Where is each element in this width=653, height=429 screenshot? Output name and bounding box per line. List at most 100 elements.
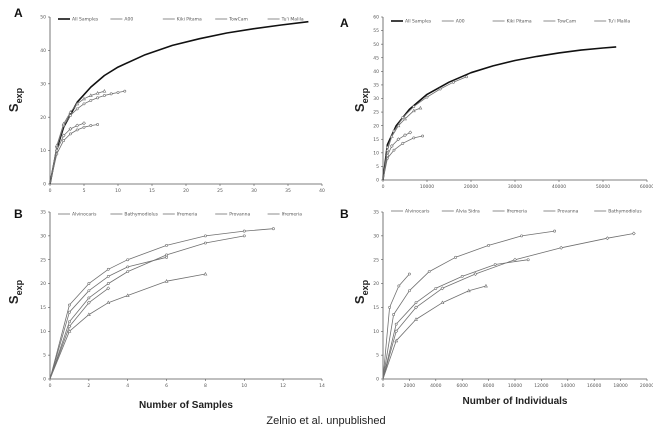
data-point [454, 255, 458, 259]
x-tick-label: 0 [382, 383, 385, 389]
x-tick-label: 16000 [587, 383, 601, 389]
legend-label: Alvinocaris [405, 209, 430, 215]
data-point [82, 121, 86, 126]
x-tick-label: 6 [165, 383, 168, 389]
y-axis-label-sub: exp [14, 87, 24, 103]
legend-label: Kiki Pitama [177, 17, 202, 23]
data-point [427, 270, 431, 274]
data-point [95, 91, 100, 95]
data-point [438, 87, 442, 91]
panel-top-right: 0 10000 20000 30000 40000 50000 60000 0 5 10 15 20 2… [340, 15, 653, 190]
y-tick-label: 15 [40, 305, 46, 311]
data-point [102, 89, 107, 93]
data-point [397, 284, 401, 288]
data-point [418, 105, 423, 110]
panel-letter: A [14, 6, 23, 20]
x-tick-label: 40 [319, 188, 325, 194]
panel-bottom-left: 0 2 4 6 8 10 12 14 0 5 10 15 20 25 30 35 B Sexp Number of … [6, 207, 325, 411]
data-point [68, 320, 71, 324]
y-tick-label: 20 [373, 281, 379, 287]
x-tick-label: 12000 [534, 383, 548, 389]
data-point [123, 89, 127, 93]
legend-label: Bathymodiolus [124, 212, 158, 218]
series-line [49, 287, 109, 380]
data-point [68, 126, 73, 131]
data-point [86, 300, 91, 305]
x-tick-label: 10000 [420, 184, 434, 190]
data-point [62, 139, 66, 142]
y-axis-label: Sexp [6, 279, 24, 304]
y-tick-label: 20 [373, 123, 379, 129]
data-point [414, 301, 418, 305]
data-point [403, 133, 407, 138]
data-point [96, 96, 100, 100]
data-point [440, 286, 445, 291]
data-point [82, 96, 86, 101]
panel-letter: B [340, 207, 349, 221]
data-point [412, 136, 416, 140]
x-tick-label: 10 [115, 188, 121, 194]
series-line [49, 90, 125, 185]
data-point [414, 317, 418, 321]
data-point [126, 258, 130, 262]
x-tick-label: 5 [83, 188, 86, 194]
x-tick-label: 2 [87, 383, 90, 389]
data-point [411, 108, 416, 113]
data-point [67, 329, 72, 333]
x-tick-label: 10000 [508, 383, 522, 389]
data-point [473, 272, 478, 276]
data-point [425, 95, 429, 99]
data-point [164, 279, 169, 283]
x-tick-label: 30000 [508, 184, 522, 190]
data-point [631, 231, 636, 236]
data-point [394, 338, 399, 343]
y-tick-label: 30 [40, 233, 46, 239]
data-point [407, 272, 411, 276]
y-tick-label: 35 [40, 210, 46, 216]
data-point [109, 92, 113, 96]
x-tick-label: 15 [149, 188, 155, 194]
x-axis-label: Number of Samples [139, 400, 233, 411]
y-tick-label: 0 [376, 178, 379, 184]
data-point [68, 110, 73, 114]
y-tick-label: 0 [43, 377, 46, 383]
data-point [75, 128, 79, 132]
y-axis-label-main: S [6, 295, 21, 304]
data-point [125, 293, 130, 297]
y-tick-label: 15 [373, 137, 379, 143]
data-point [204, 241, 207, 245]
series-line [49, 20, 309, 185]
y-tick-label: 20 [40, 281, 46, 287]
y-axis-label: Sexp [352, 87, 370, 112]
y-tick-label: 40 [373, 69, 379, 75]
data-point [412, 105, 416, 109]
x-tick-label: 18000 [613, 383, 627, 389]
data-point [242, 229, 246, 233]
data-point [87, 282, 91, 285]
data-point [408, 130, 413, 135]
data-point [106, 282, 110, 285]
legend-label: TowCam [556, 19, 576, 25]
x-tick-label: 6000 [456, 383, 468, 389]
x-axis-label: Number of Individuals [462, 396, 567, 407]
y-tick-label: 10 [373, 150, 379, 156]
data-point [466, 288, 471, 293]
data-point [116, 91, 120, 94]
data-point [403, 116, 407, 121]
data-point [203, 271, 208, 276]
y-tick-label: 55 [373, 28, 379, 34]
data-point [559, 245, 564, 250]
data-point [484, 283, 488, 288]
x-tick-label: 8000 [483, 383, 495, 389]
data-point [68, 310, 71, 314]
y-tick-label: 15 [373, 305, 379, 311]
y-axis-label: Sexp [352, 279, 370, 304]
y-tick-label: 25 [40, 257, 46, 263]
data-point [513, 257, 517, 262]
data-point [68, 303, 71, 307]
legend-label: Alvinocaris [72, 212, 97, 218]
y-tick-label: 0 [376, 377, 379, 383]
data-point [165, 243, 168, 247]
x-tick-label: 0 [382, 184, 385, 190]
x-tick-label: 10 [241, 383, 247, 389]
